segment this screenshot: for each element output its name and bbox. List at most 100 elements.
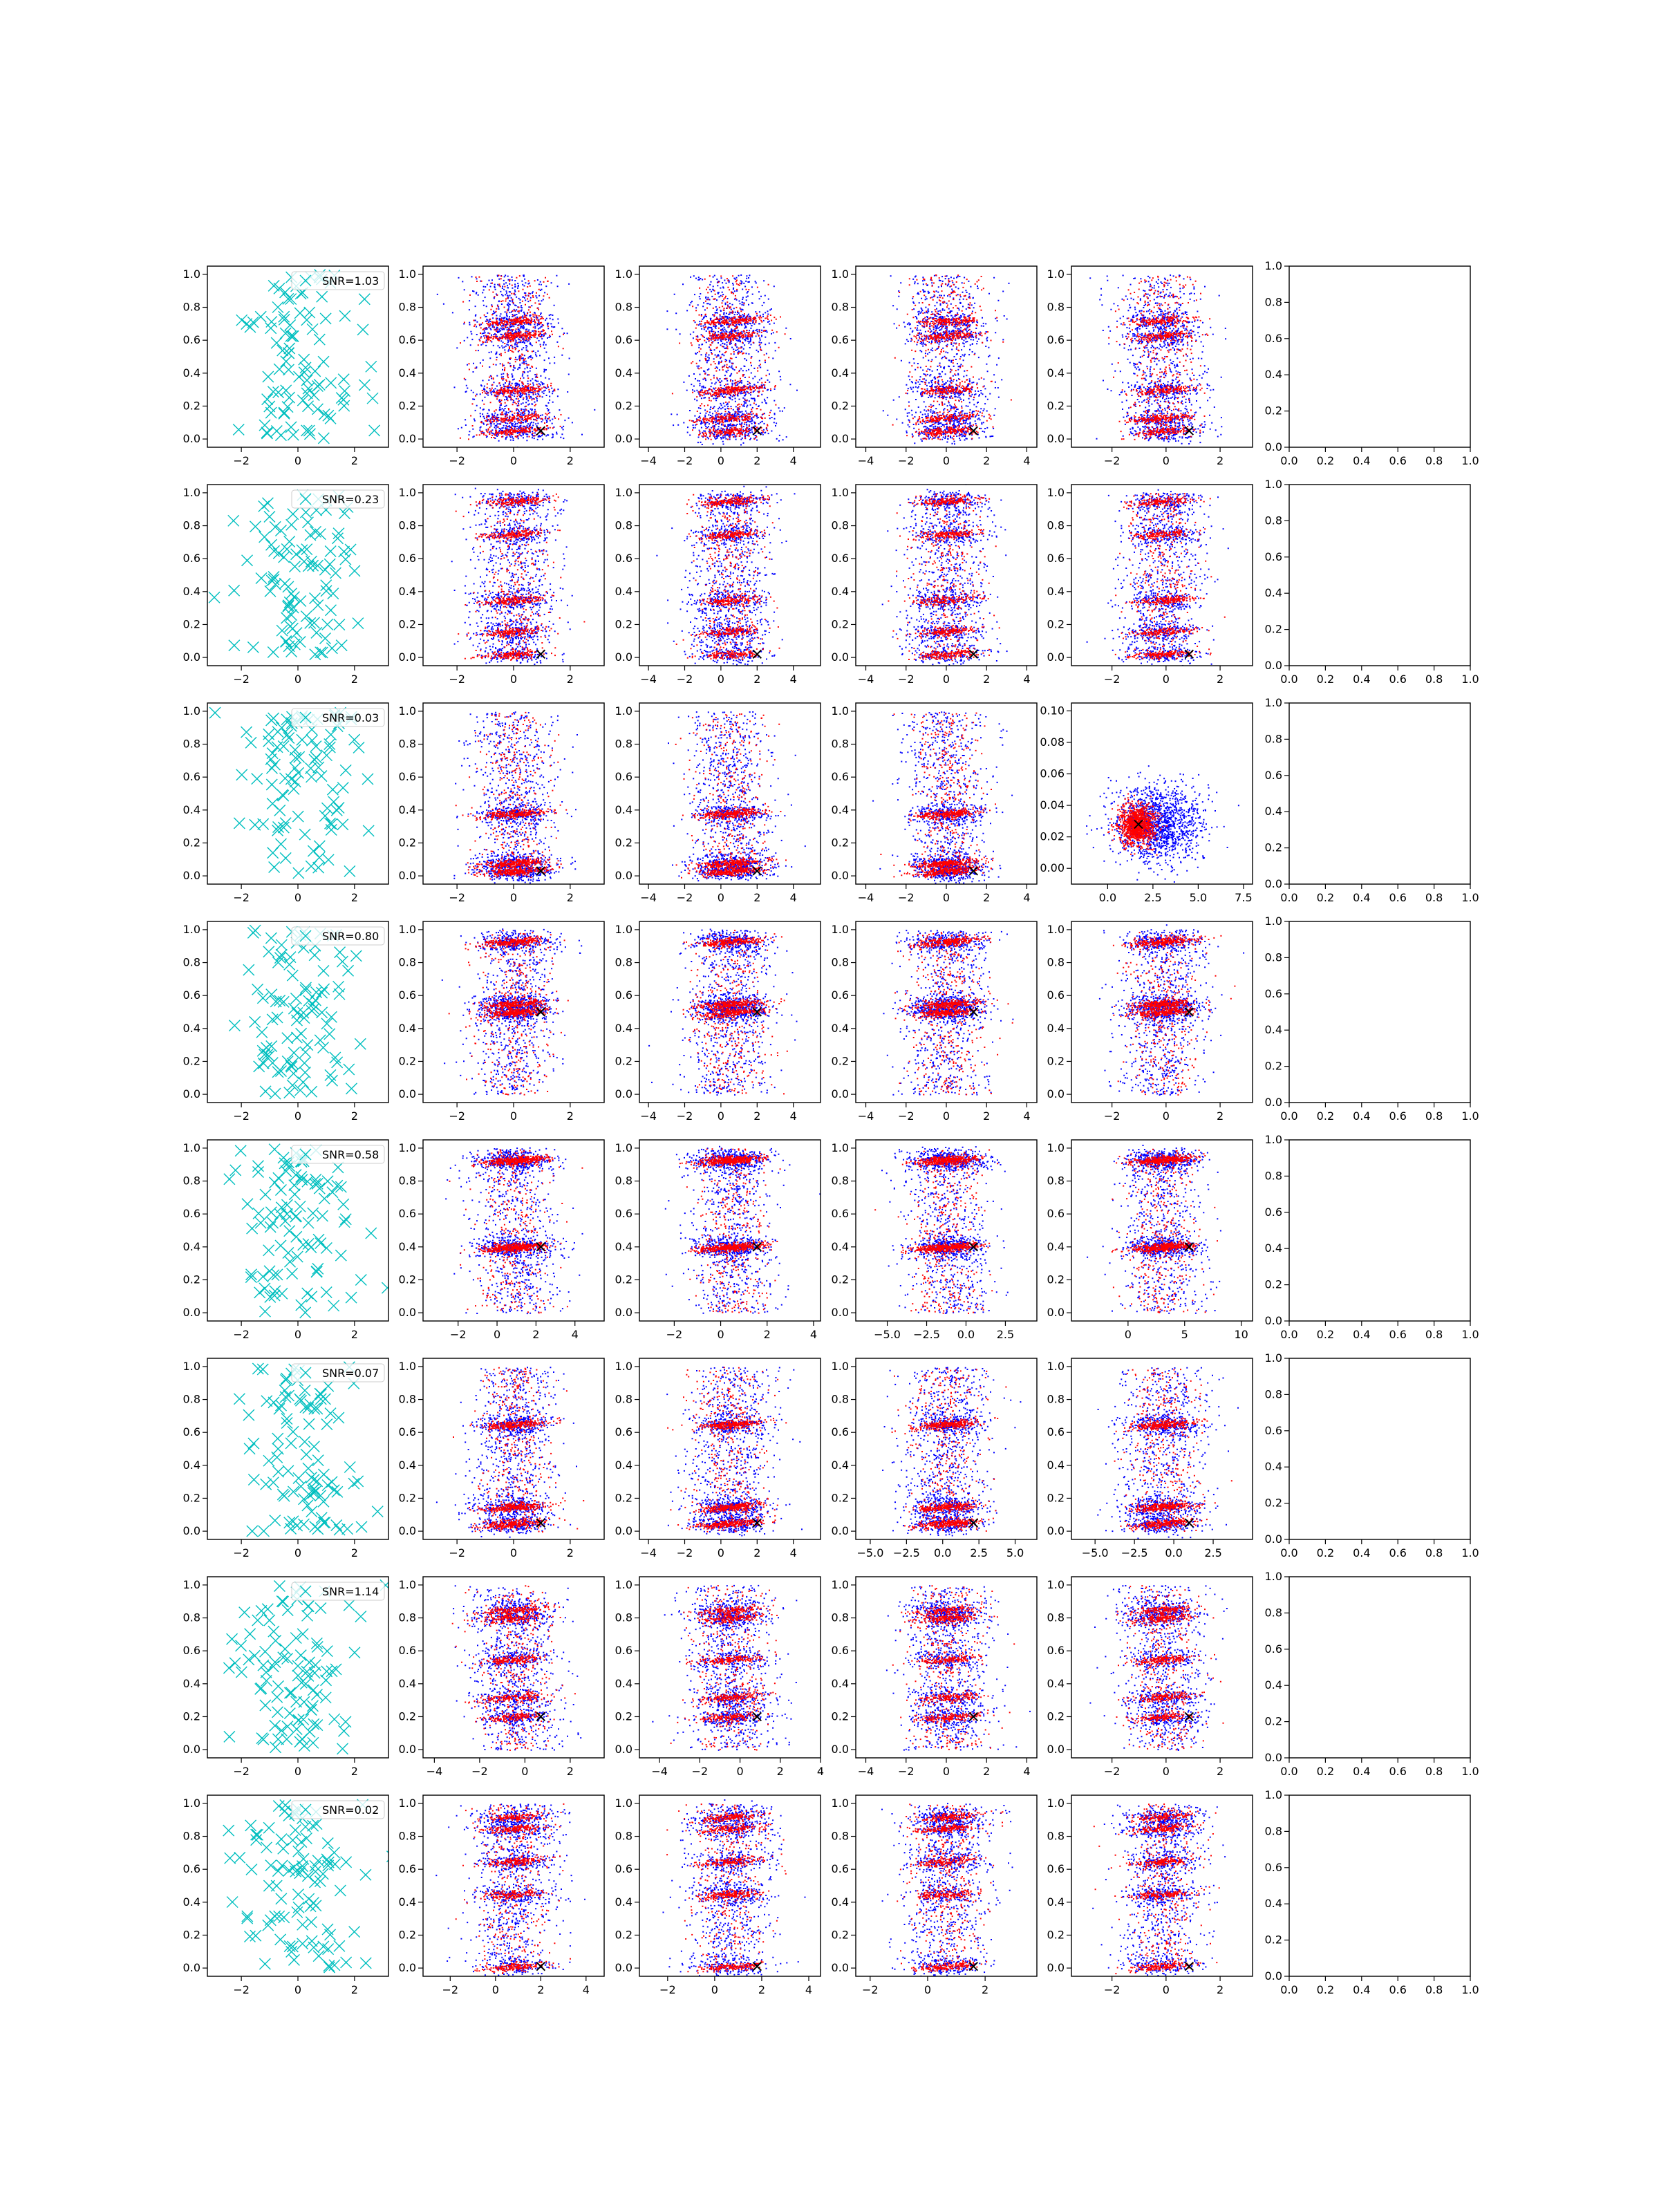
scatter-x-point <box>311 380 324 392</box>
scatter-x-point <box>309 525 321 538</box>
x-tick-label: 0.8 <box>1425 1109 1443 1123</box>
scatter-marks <box>666 274 798 446</box>
x-tick-label: 4 <box>790 1109 797 1123</box>
scatter-x-point <box>297 1518 310 1530</box>
y-tick-label: 0.8 <box>832 301 849 314</box>
y-tick-label: 0.6 <box>1265 1861 1282 1874</box>
panel-r7-c3: −4 −2 0 2 4 0.0 0.2 0.4 0.6 0.8 1.0 <box>615 1576 824 1778</box>
scatter-x-point <box>305 1241 317 1253</box>
y-tick-label: 1.0 <box>832 1141 849 1154</box>
y-tick-label: 0.4 <box>399 585 416 598</box>
scatter-x-point <box>288 1188 301 1201</box>
scatter-x-point <box>298 366 310 379</box>
scatter-x-point <box>252 1207 265 1219</box>
scatter-marks <box>435 1803 585 1976</box>
y-tick-label: 0.4 <box>1047 366 1065 379</box>
scatter-x-point <box>316 986 328 999</box>
y-tick-label: 0.0 <box>1265 1969 1282 1983</box>
y-tick-label: 0.8 <box>832 1611 849 1624</box>
axes-frame <box>639 1358 821 1540</box>
scatter-x-point <box>308 1718 320 1730</box>
scatter-x-point <box>302 1669 315 1682</box>
scatter-x-point <box>329 567 341 579</box>
x-tick-label: 4 <box>1023 891 1030 904</box>
scatter-x-point <box>284 1255 296 1268</box>
blue-points <box>872 711 1013 884</box>
y-tick-label: 0.0 <box>399 1087 416 1100</box>
y-tick-label: 0.4 <box>615 366 632 379</box>
scatter-x-point <box>365 360 377 373</box>
y-tick-label: 0.0 <box>1265 1751 1282 1764</box>
scatter-x-point <box>321 1018 333 1030</box>
scatter-x-point <box>265 762 278 774</box>
scatter-marks <box>648 928 798 1096</box>
y-tick-label: 0.0 <box>183 1087 200 1100</box>
x-tick-label: 2 <box>532 1328 539 1341</box>
scatter-x-point <box>229 1164 242 1177</box>
panel-r1-c6: 0.0 0.2 0.4 0.6 0.8 1.0 0.0 0.2 0.4 0.6 0.8 1.0 <box>1265 259 1479 467</box>
red-points <box>449 1149 583 1314</box>
y-tick-label: 1.0 <box>183 268 200 281</box>
scatter-x-point <box>299 1821 312 1833</box>
x-tick-label: 0 <box>1163 454 1170 467</box>
x-tick-label: −5.0 <box>1082 1546 1109 1559</box>
scatter-x-point <box>252 983 264 995</box>
blue-points <box>1092 1803 1226 1976</box>
y-tick-label: 0.0 <box>1047 432 1065 445</box>
x-tick-label: −2 <box>862 1983 879 1996</box>
x-tick-label: 0.4 <box>1353 1765 1370 1778</box>
y-tick-label: 0.0 <box>832 1306 849 1319</box>
x-tick-label: 2 <box>753 673 760 686</box>
scatter-x-point <box>264 1914 276 1927</box>
scatter-x-point <box>265 988 278 1001</box>
scatter-marks <box>228 924 366 1100</box>
y-tick-label: 0.2 <box>615 1273 632 1286</box>
scatter-x-point <box>342 964 355 977</box>
scatter-x-point <box>324 1069 337 1081</box>
scatter-x-point <box>336 955 348 968</box>
scatter-x-point <box>289 776 301 788</box>
x-tick-label: 0 <box>943 1765 950 1778</box>
x-tick-label: −2 <box>442 1983 459 1996</box>
panel-r5-c1: −2 0 2 0.0 0.2 0.4 0.6 0.8 1.0 SNR=0.58 <box>183 1139 389 1341</box>
scatter-x-point <box>259 1699 272 1712</box>
scatter-x-point <box>280 384 292 397</box>
y-tick-label: 0.8 <box>1047 956 1065 969</box>
scatter-x-point <box>224 1852 236 1864</box>
y-tick-label: 1.0 <box>183 923 200 936</box>
scatter-x-point <box>306 997 319 1010</box>
scatter-x-point <box>283 1940 296 1952</box>
scatter-x-point <box>281 1653 294 1665</box>
scatter-x-point <box>329 1051 341 1064</box>
y-tick-label: 0.4 <box>399 1677 416 1690</box>
legend-box <box>291 489 385 509</box>
y-tick-label: 1.0 <box>1265 915 1282 928</box>
scatter-x-point <box>264 585 276 597</box>
scatter-x-point <box>281 1032 294 1044</box>
scatter-x-point <box>357 324 369 336</box>
scatter-x-point <box>320 1242 332 1255</box>
y-tick-label: 0.8 <box>183 1393 200 1406</box>
x-tick-label: 0.0 <box>1280 1765 1297 1778</box>
scatter-x-point <box>256 1026 268 1038</box>
scatter-x-point <box>306 1935 318 1947</box>
y-tick-label: 1.0 <box>183 1797 200 1810</box>
scatter-x-point <box>265 778 278 791</box>
x-tick-label: 0 <box>294 891 301 904</box>
y-tick-label: 0.6 <box>1047 333 1065 346</box>
axes-frame <box>422 265 605 448</box>
y-tick-label: 0.0 <box>615 869 632 882</box>
x-tick-label: 0.2 <box>1317 1983 1334 1996</box>
x-tick-label: 2 <box>982 1983 988 1996</box>
y-tick-label: 0.8 <box>399 1174 416 1188</box>
axes-frame <box>1288 1358 1471 1540</box>
scatter-x-point <box>306 1700 319 1712</box>
y-tick-label: 1.0 <box>183 486 200 499</box>
x-tick-label: 0 <box>1163 1109 1170 1123</box>
scatter-x-point <box>309 1866 321 1878</box>
scatter-x-point <box>352 617 364 630</box>
marker-x <box>752 866 762 876</box>
scatter-x-point <box>285 421 297 433</box>
scatter-x-point <box>296 1733 308 1745</box>
scatter-x-point <box>324 1028 336 1040</box>
